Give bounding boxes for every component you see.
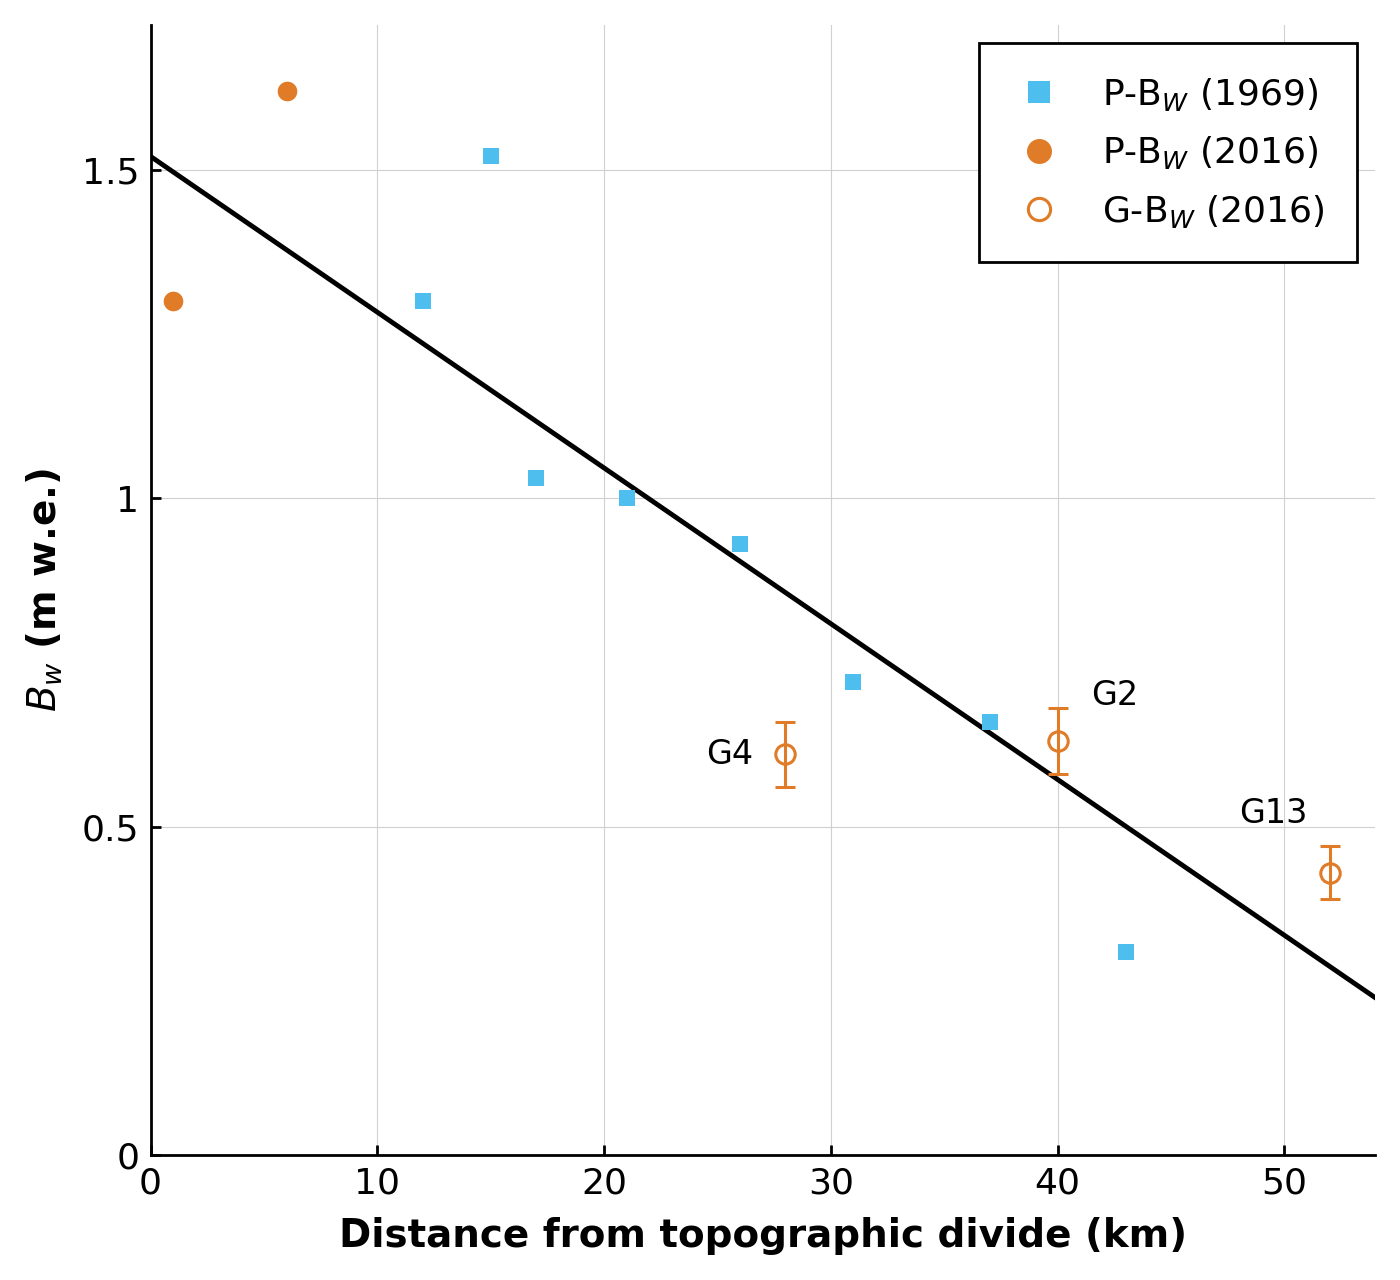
Point: [979, 712, 1001, 732]
Text: G13: G13: [1239, 797, 1308, 829]
Point: [276, 81, 298, 101]
Point: [1114, 941, 1137, 961]
X-axis label: Distance from topographic divide (km): Distance from topographic divide (km): [339, 1217, 1187, 1254]
Legend: P-B$_W$ (1969), P-B$_W$ (2016), G-B$_W$ (2016): P-B$_W$ (1969), P-B$_W$ (2016), G-B$_W$ …: [979, 44, 1357, 262]
Y-axis label: $B_w$ (m w.e.): $B_w$ (m w.e.): [25, 468, 66, 712]
Point: [843, 672, 865, 692]
Point: [525, 468, 547, 489]
Point: [162, 291, 185, 311]
Point: [729, 534, 752, 554]
Text: G2: G2: [1092, 678, 1138, 712]
Text: G4: G4: [706, 737, 753, 771]
Point: [479, 146, 501, 166]
Point: [616, 488, 638, 508]
Point: [412, 291, 434, 311]
